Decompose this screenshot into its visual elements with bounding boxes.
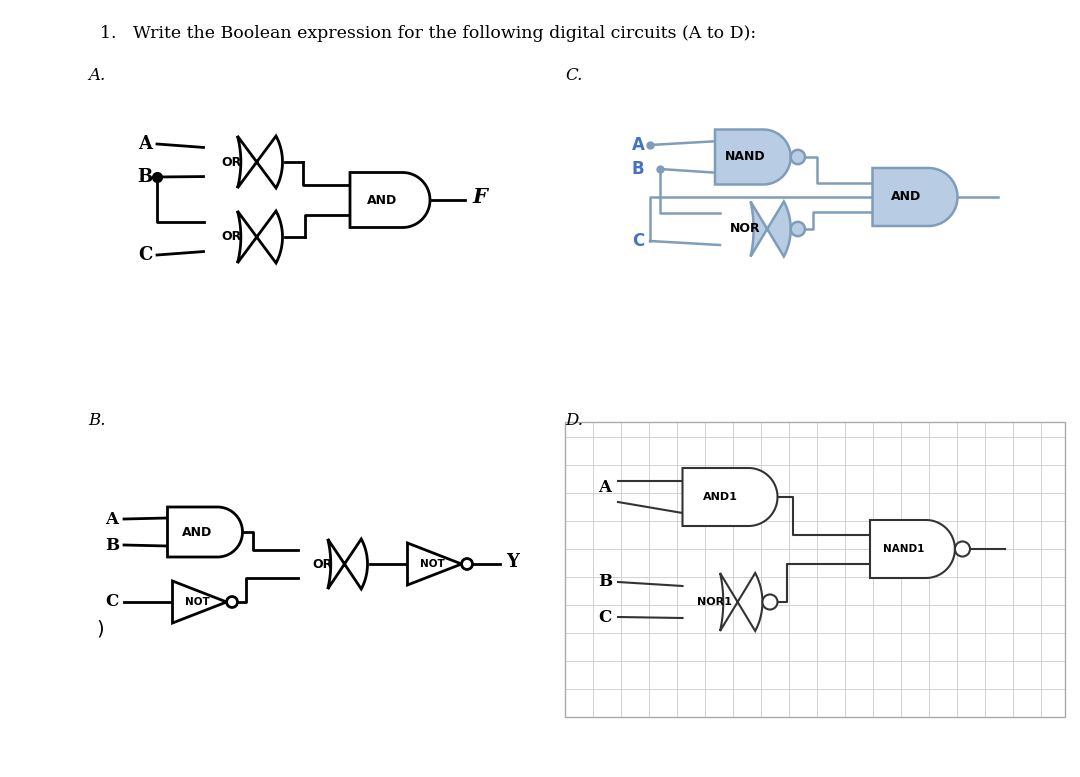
Circle shape [461, 559, 473, 570]
Text: NOT: NOT [185, 597, 210, 607]
Text: NAND: NAND [725, 151, 766, 163]
Polygon shape [873, 168, 958, 226]
Text: B: B [632, 160, 645, 178]
Circle shape [227, 597, 238, 608]
Text: C: C [598, 608, 611, 625]
Polygon shape [167, 507, 243, 557]
Polygon shape [720, 573, 762, 631]
Text: C: C [106, 594, 119, 611]
Circle shape [791, 222, 805, 236]
Text: NOT: NOT [420, 559, 445, 569]
Bar [565, 422, 1065, 717]
Text: B: B [137, 168, 152, 186]
Polygon shape [683, 468, 778, 526]
Circle shape [762, 594, 778, 609]
Circle shape [955, 542, 970, 556]
Text: C: C [138, 246, 152, 264]
Text: Y: Y [507, 553, 519, 571]
Text: C: C [632, 232, 644, 250]
Polygon shape [327, 539, 367, 589]
Text: F: F [472, 187, 487, 207]
Text: AND: AND [891, 190, 921, 204]
Circle shape [791, 150, 805, 164]
Polygon shape [173, 581, 227, 623]
Text: NAND1: NAND1 [883, 544, 924, 554]
Text: A: A [632, 136, 645, 154]
Text: OR: OR [312, 558, 333, 570]
Text: ): ) [96, 619, 104, 639]
Polygon shape [751, 201, 791, 256]
Text: A.: A. [87, 67, 105, 84]
Text: 1.   Write the Boolean expression for the following digital circuits (A to D):: 1. Write the Boolean expression for the … [100, 25, 756, 42]
Polygon shape [238, 136, 283, 188]
Polygon shape [238, 211, 283, 263]
Text: NOR: NOR [730, 222, 760, 235]
Text: A: A [138, 135, 152, 153]
Text: OR: OR [221, 155, 242, 169]
Text: B.: B. [87, 412, 106, 429]
Text: D.: D. [565, 412, 583, 429]
Polygon shape [350, 172, 430, 228]
Text: A: A [598, 479, 611, 496]
Text: AND: AND [183, 525, 213, 538]
Polygon shape [407, 543, 461, 585]
Text: NOR1: NOR1 [697, 597, 732, 607]
Text: B: B [598, 573, 612, 591]
Text: OR: OR [221, 231, 242, 243]
Polygon shape [715, 130, 791, 184]
Text: B: B [105, 536, 119, 553]
Text: AND: AND [367, 193, 397, 207]
Text: A: A [106, 510, 119, 528]
Text: C.: C. [565, 67, 582, 84]
Polygon shape [870, 520, 955, 578]
Text: AND1: AND1 [703, 492, 738, 502]
